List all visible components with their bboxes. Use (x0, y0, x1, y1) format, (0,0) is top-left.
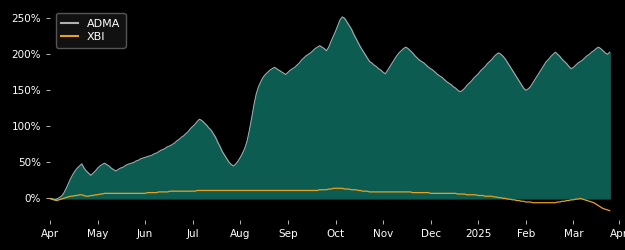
Legend: ADMA, XBI: ADMA, XBI (56, 13, 126, 48)
